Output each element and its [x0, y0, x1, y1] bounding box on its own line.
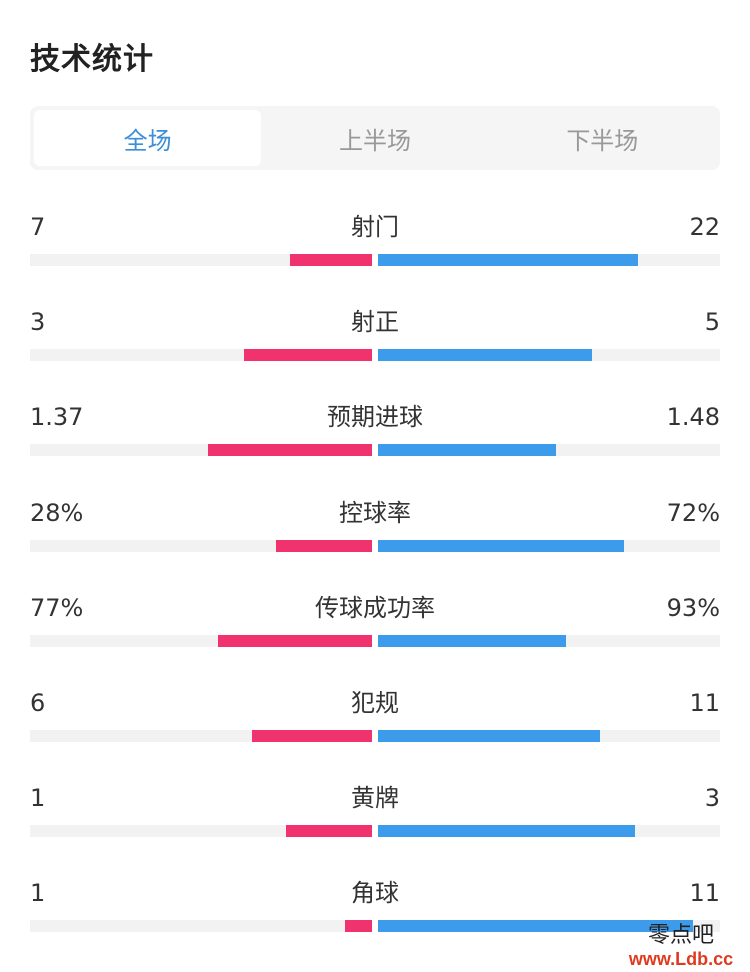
home-value: 6	[30, 689, 46, 717]
tab-first-half[interactable]: 上半场	[338, 126, 411, 155]
home-bar-fill	[208, 444, 372, 456]
away-value: 3	[704, 784, 720, 812]
away-bar-fill	[378, 635, 566, 647]
stat-row: 77% 传球成功率 93%	[30, 593, 720, 663]
home-bar-track	[30, 920, 372, 932]
home-bar-track	[30, 635, 372, 647]
stat-label: 传球成功率	[315, 594, 435, 622]
away-bar-fill	[378, 825, 635, 837]
away-value: 22	[689, 213, 720, 241]
away-bar-track	[378, 920, 720, 932]
home-bar-track	[30, 540, 372, 552]
stat-label: 预期进球	[327, 403, 423, 431]
away-bar-fill	[378, 730, 600, 742]
home-bar-track	[30, 254, 372, 266]
home-value: 3	[30, 308, 46, 336]
home-bar-fill	[218, 635, 372, 647]
home-bar-fill	[345, 920, 372, 932]
stat-row: 3 射正 5	[30, 307, 720, 377]
stat-row: 7 射门 22	[30, 212, 720, 282]
away-bar-track	[378, 635, 720, 647]
tab-full-match[interactable]: 全场	[34, 110, 262, 166]
home-bar-fill	[290, 254, 372, 266]
away-bar-fill	[378, 444, 556, 456]
watermark: 零点吧 www.Ldb.cc	[616, 917, 746, 970]
home-value: 28%	[30, 499, 84, 527]
home-bar-fill	[252, 730, 372, 742]
away-bar-fill	[378, 254, 638, 266]
stat-row: 1 黄牌 3	[30, 783, 720, 853]
home-value: 77%	[30, 594, 84, 622]
away-bar-fill	[378, 540, 624, 552]
stat-label: 角球	[351, 879, 399, 907]
home-value: 1	[30, 879, 46, 907]
away-bar-track	[378, 540, 720, 552]
stat-row: 28% 控球率 72%	[30, 498, 720, 568]
tab-second-half[interactable]: 下半场	[566, 126, 639, 155]
home-bar-fill	[276, 540, 372, 552]
home-value: 1	[30, 784, 46, 812]
stat-label: 控球率	[339, 499, 411, 527]
away-value: 11	[689, 689, 720, 717]
home-bar-fill	[244, 349, 372, 361]
stat-label: 犯规	[351, 689, 399, 717]
away-value: 1.48	[666, 403, 720, 431]
home-value: 7	[30, 213, 46, 241]
stat-row: 6 犯规 11	[30, 688, 720, 758]
away-bar-track	[378, 730, 720, 742]
away-bar-fill	[378, 920, 693, 932]
home-value: 1.37	[30, 403, 84, 431]
period-tabs: 全场 上半场 下半场	[30, 106, 720, 170]
away-bar-fill	[378, 349, 592, 361]
stat-row: 1.37 预期进球 1.48	[30, 402, 720, 472]
stat-label: 射正	[351, 308, 399, 336]
away-value: 11	[689, 879, 720, 907]
away-bar-track	[378, 349, 720, 361]
watermark-url: www.Ldb.cc	[628, 949, 734, 969]
page-title: 技术统计	[30, 42, 154, 77]
home-bar-track	[30, 730, 372, 742]
away-value: 93%	[666, 594, 720, 622]
away-bar-track	[378, 254, 720, 266]
stat-label: 射门	[351, 213, 399, 241]
home-bar-track	[30, 444, 372, 456]
stat-label: 黄牌	[351, 784, 399, 812]
home-bar-track	[30, 349, 372, 361]
watermark-name: 零点吧	[647, 923, 714, 948]
away-value: 5	[704, 308, 720, 336]
away-value: 72%	[666, 499, 720, 527]
home-bar-fill	[286, 825, 372, 837]
away-bar-track	[378, 444, 720, 456]
away-bar-track	[378, 825, 720, 837]
home-bar-track	[30, 825, 372, 837]
